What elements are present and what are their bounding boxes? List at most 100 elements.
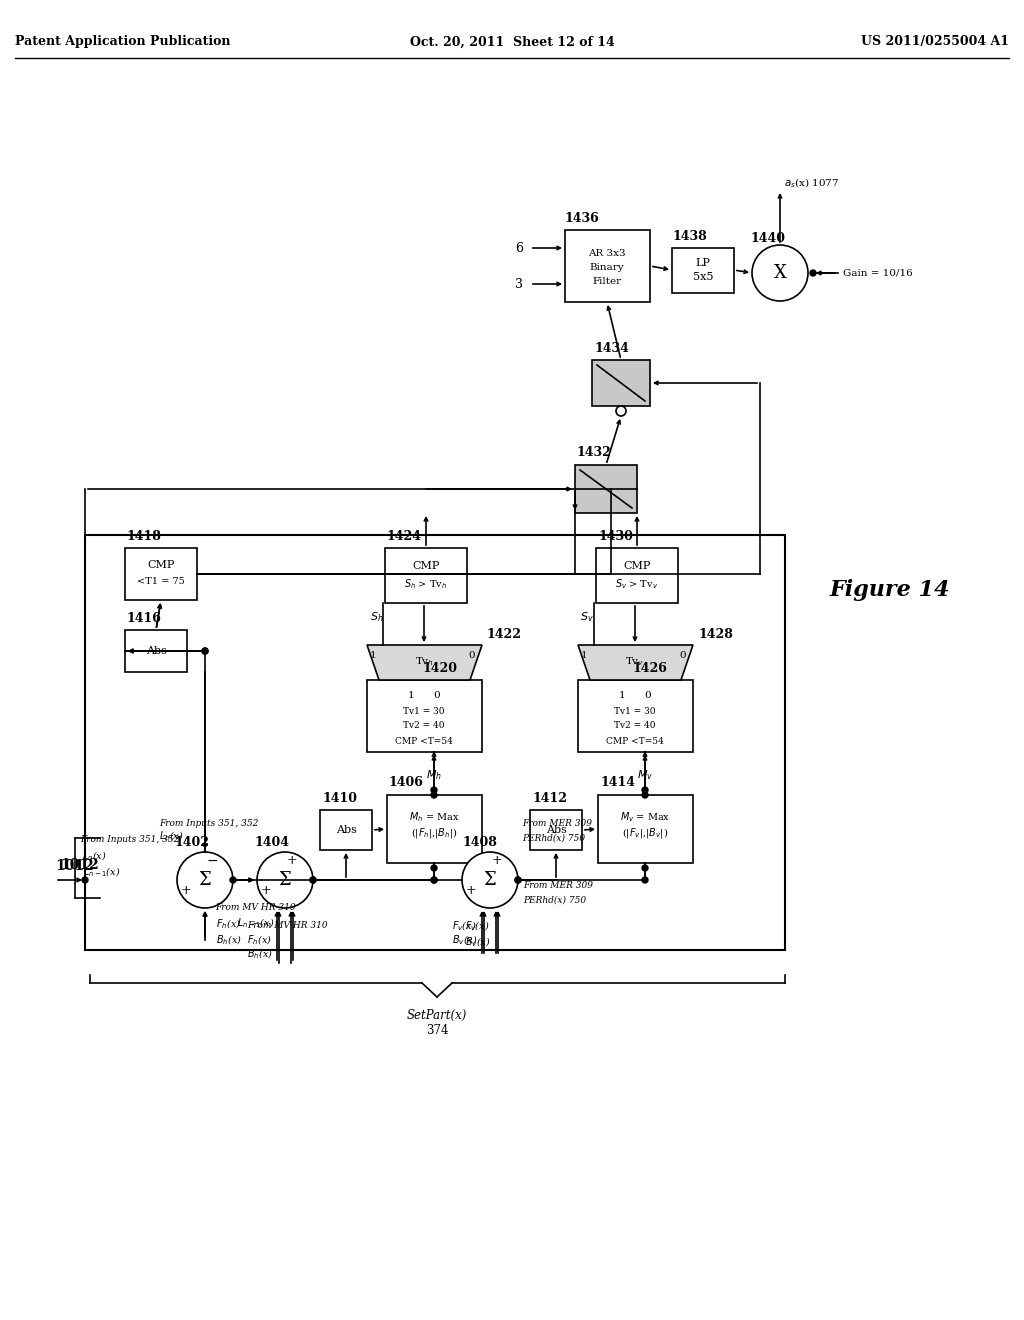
Text: From Inputs 351, 352: From Inputs 351, 352: [80, 836, 179, 845]
Bar: [598, 795, 693, 863]
Text: 1404: 1404: [255, 836, 290, 849]
Circle shape: [642, 787, 648, 793]
Text: AR 3x3: AR 3x3: [588, 249, 626, 259]
Circle shape: [310, 876, 316, 883]
Text: +: +: [261, 883, 271, 896]
Text: 1412: 1412: [532, 792, 567, 804]
Text: (|$F_v$|,|$B_v$|): (|$F_v$|,|$B_v$|): [622, 826, 668, 840]
Circle shape: [202, 648, 208, 653]
Text: $F_v$(x): $F_v$(x): [465, 919, 489, 933]
Polygon shape: [578, 645, 693, 680]
Text: −: −: [206, 854, 218, 869]
Text: 1: 1: [370, 651, 376, 660]
Bar: [85, 535, 785, 950]
Text: CMP: CMP: [624, 561, 650, 572]
Text: CMP: CMP: [413, 561, 439, 572]
Text: 1012: 1012: [55, 859, 94, 873]
Text: From MV HR 310: From MV HR 310: [247, 921, 328, 931]
Bar: [385, 548, 467, 603]
Text: 1012: 1012: [60, 858, 98, 873]
Text: 1428: 1428: [698, 628, 733, 642]
Text: US 2011/0255004 A1: US 2011/0255004 A1: [861, 36, 1009, 49]
Text: Patent Application Publication: Patent Application Publication: [15, 36, 230, 49]
Text: 1438: 1438: [672, 230, 707, 243]
Circle shape: [257, 851, 313, 908]
Text: 1430: 1430: [598, 529, 633, 543]
Text: 1402: 1402: [175, 836, 210, 849]
Text: $F_h$(x): $F_h$(x): [216, 917, 241, 931]
Text: (|$F_h$|,|$B_h$|): (|$F_h$|,|$B_h$|): [411, 826, 458, 840]
Text: 1440: 1440: [750, 231, 785, 244]
Text: CMP <T=54: CMP <T=54: [395, 738, 453, 747]
Text: Figure 14: Figure 14: [829, 579, 950, 601]
Circle shape: [642, 876, 648, 883]
Text: $B_v$(x): $B_v$(x): [452, 933, 477, 946]
Circle shape: [431, 865, 437, 871]
Text: Σ: Σ: [199, 871, 211, 888]
Text: 1418: 1418: [127, 529, 162, 543]
Circle shape: [82, 876, 88, 883]
Text: 1432: 1432: [577, 446, 612, 459]
Text: PERhd(x) 750: PERhd(x) 750: [522, 833, 585, 842]
Text: Filter: Filter: [593, 277, 622, 286]
Circle shape: [810, 271, 816, 276]
Text: Tv$_v$: Tv$_v$: [626, 656, 645, 668]
Text: $S_v$ > Tv$_v$: $S_v$ > Tv$_v$: [615, 577, 658, 591]
Text: 1414: 1414: [600, 776, 635, 789]
Text: +: +: [492, 854, 503, 867]
Bar: [596, 548, 678, 603]
Text: 3: 3: [515, 277, 523, 290]
Text: $S_h$ > Tv$_h$: $S_h$ > Tv$_h$: [404, 577, 447, 591]
Text: $L_{n-1}$(x): $L_{n-1}$(x): [237, 916, 274, 929]
Bar: [319, 810, 372, 850]
Text: CMP: CMP: [147, 560, 175, 570]
Text: $F_v$(x): $F_v$(x): [452, 919, 476, 933]
Text: Gain = 10/16: Gain = 10/16: [843, 268, 912, 277]
Circle shape: [177, 851, 233, 908]
Text: $L_{n-1}$(x): $L_{n-1}$(x): [83, 865, 121, 879]
Text: $a_s$(x) 1077: $a_s$(x) 1077: [784, 176, 840, 190]
Circle shape: [431, 792, 437, 799]
Text: $M_v$: $M_v$: [637, 768, 653, 781]
Text: CMP <T=54: CMP <T=54: [606, 738, 664, 747]
Bar: [578, 680, 693, 752]
Text: 1      0: 1 0: [618, 690, 651, 700]
Text: Abs: Abs: [336, 825, 356, 836]
Circle shape: [431, 787, 437, 793]
Text: From Inputs 351, 352: From Inputs 351, 352: [159, 820, 258, 829]
Text: 1426: 1426: [633, 661, 668, 675]
Text: Σ: Σ: [279, 871, 292, 888]
Text: From MV HR 310: From MV HR 310: [215, 903, 296, 912]
Circle shape: [462, 851, 518, 908]
Circle shape: [431, 876, 437, 883]
Text: $B_h$(x): $B_h$(x): [247, 948, 273, 961]
Text: $B_h$(x): $B_h$(x): [216, 933, 242, 946]
Text: <T1 = 75: <T1 = 75: [137, 578, 185, 586]
Text: 0: 0: [680, 651, 686, 660]
Circle shape: [431, 876, 437, 883]
Circle shape: [642, 792, 648, 799]
Text: PERhd(x) 750: PERhd(x) 750: [523, 895, 586, 904]
Text: 6: 6: [515, 242, 523, 255]
Text: 1: 1: [581, 651, 588, 660]
Text: Abs: Abs: [546, 825, 566, 836]
Text: Oct. 20, 2011  Sheet 12 of 14: Oct. 20, 2011 Sheet 12 of 14: [410, 36, 614, 49]
Text: From MER 309: From MER 309: [522, 820, 592, 829]
Text: $B_v$(x): $B_v$(x): [465, 935, 490, 949]
Text: $S_v$: $S_v$: [581, 610, 594, 624]
Text: 1410: 1410: [322, 792, 357, 804]
Bar: [565, 230, 650, 302]
Text: Tv2 = 40: Tv2 = 40: [614, 722, 655, 730]
Circle shape: [752, 246, 808, 301]
Bar: [125, 630, 187, 672]
Text: Binary: Binary: [590, 264, 625, 272]
Text: Σ: Σ: [483, 871, 497, 888]
Text: 5x5: 5x5: [693, 272, 714, 282]
Bar: [125, 548, 197, 601]
Circle shape: [202, 648, 208, 653]
Text: $F_h$(x): $F_h$(x): [247, 933, 272, 946]
Text: 1420: 1420: [422, 661, 457, 675]
Text: $M_h$: $M_h$: [426, 768, 442, 781]
Text: +: +: [466, 883, 476, 896]
Text: 1      0: 1 0: [408, 690, 440, 700]
